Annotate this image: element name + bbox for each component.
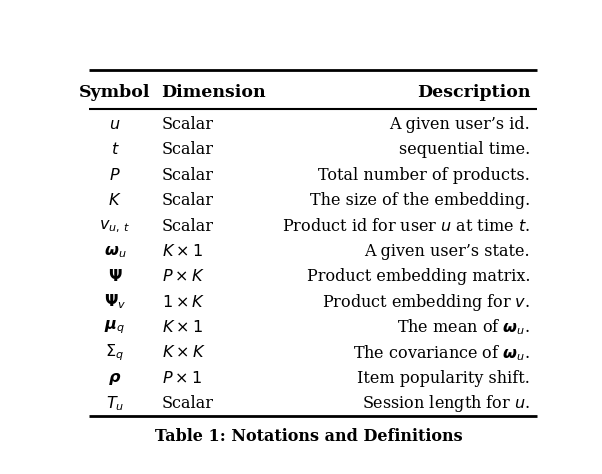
Text: Scalar: Scalar: [161, 141, 214, 158]
Text: Session length for $u$.: Session length for $u$.: [362, 393, 530, 414]
Text: The size of the embedding.: The size of the embedding.: [310, 192, 530, 209]
Text: Description: Description: [417, 84, 530, 101]
Text: Symbol: Symbol: [79, 84, 150, 101]
Text: Total number of products.: Total number of products.: [318, 167, 530, 184]
Text: $P\times K$: $P\times K$: [161, 268, 205, 285]
Text: Item popularity shift.: Item popularity shift.: [357, 370, 530, 387]
Text: $\boldsymbol{\Psi}$: $\boldsymbol{\Psi}$: [108, 268, 122, 285]
Text: $P$: $P$: [109, 167, 121, 184]
Text: $K$: $K$: [108, 192, 122, 209]
Text: $K\times 1$: $K\times 1$: [161, 319, 202, 336]
Text: Scalar: Scalar: [161, 218, 214, 235]
Text: Product embedding for $v$.: Product embedding for $v$.: [322, 292, 530, 313]
Text: Table 1: Notations and Definitions: Table 1: Notations and Definitions: [155, 428, 462, 445]
Text: $T_u$: $T_u$: [106, 394, 124, 413]
Text: $\boldsymbol{\omega}_u$: $\boldsymbol{\omega}_u$: [104, 243, 126, 260]
Text: $K\times K$: $K\times K$: [161, 344, 205, 361]
Text: $1\times K$: $1\times K$: [161, 293, 205, 310]
Text: A given user’s id.: A given user’s id.: [389, 116, 530, 133]
Text: Scalar: Scalar: [161, 395, 214, 412]
Text: A given user’s state.: A given user’s state.: [365, 243, 530, 260]
Text: $\boldsymbol{\rho}$: $\boldsymbol{\rho}$: [108, 370, 122, 387]
Text: The covariance of $\boldsymbol{\omega}_u$.: The covariance of $\boldsymbol{\omega}_u…: [353, 343, 530, 363]
Text: Dimension: Dimension: [161, 84, 266, 101]
Text: Scalar: Scalar: [161, 116, 214, 133]
Text: Product id for user $u$ at time $t$.: Product id for user $u$ at time $t$.: [282, 218, 530, 235]
Text: Scalar: Scalar: [161, 192, 214, 209]
Text: $\Sigma_q$: $\Sigma_q$: [105, 343, 125, 363]
Text: $K\times 1$: $K\times 1$: [161, 243, 202, 260]
Text: The mean of $\boldsymbol{\omega}_u$.: The mean of $\boldsymbol{\omega}_u$.: [397, 318, 530, 337]
Text: $\boldsymbol{\mu}_q$: $\boldsymbol{\mu}_q$: [104, 319, 125, 336]
Text: $v_{u,\,t}$: $v_{u,\,t}$: [99, 218, 130, 235]
Text: Scalar: Scalar: [161, 167, 214, 184]
Text: $P\times 1$: $P\times 1$: [161, 370, 202, 387]
Text: $u$: $u$: [109, 116, 120, 133]
Text: Product embedding matrix.: Product embedding matrix.: [306, 268, 530, 285]
Text: $\boldsymbol{\Psi}_v$: $\boldsymbol{\Psi}_v$: [104, 293, 126, 311]
Text: $t$: $t$: [111, 141, 119, 158]
Text: sequential time.: sequential time.: [399, 141, 530, 158]
